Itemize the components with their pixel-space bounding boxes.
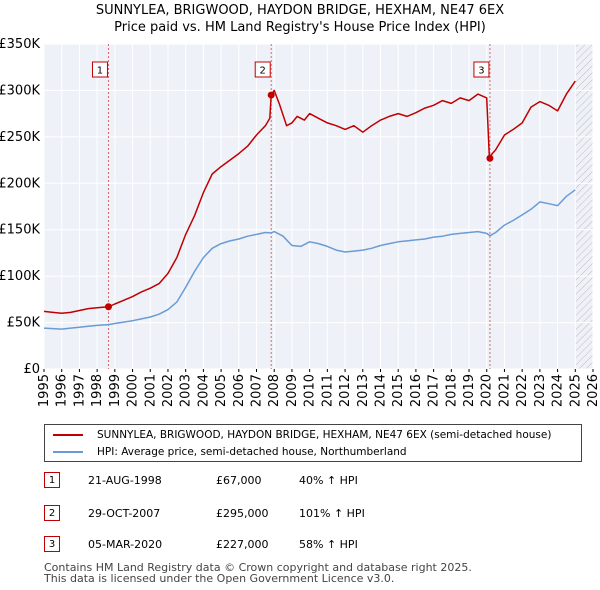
x-tick-label: 2000 xyxy=(126,374,141,407)
sale-markers: 1 2 3 xyxy=(91,61,494,311)
x-tick-label: 2021 xyxy=(497,374,512,407)
forecast-region xyxy=(575,44,593,369)
grid-lines xyxy=(43,43,594,370)
footer-copyright: Contains HM Land Registry data © Crown c… xyxy=(44,561,472,574)
x-tick-label: 2007 xyxy=(250,374,265,407)
x-tick-label: 2002 xyxy=(161,374,176,407)
x-tick-label: 1998 xyxy=(90,374,105,407)
x-tick-label: 2019 xyxy=(462,374,477,407)
y-tick-label: £200K xyxy=(0,176,40,191)
legend-label-hpi: HPI: Average price, semi-detached house,… xyxy=(97,446,407,458)
sale-date: 21-AUG-1998 xyxy=(88,474,162,487)
sale-label-box xyxy=(473,61,490,78)
sale-hpi-change: 101% ↑ HPI xyxy=(299,507,365,520)
y-tick-label: £150K xyxy=(0,223,40,238)
sale-hpi-change: 58% ↑ HPI xyxy=(299,538,358,551)
footer-license: This data is licensed under the Open Gov… xyxy=(44,572,395,585)
x-tick-label: 2018 xyxy=(444,374,459,407)
sale-label-number: 2 xyxy=(260,66,266,77)
sale-price: £67,000 xyxy=(216,474,262,487)
sale-label-box xyxy=(91,61,108,78)
sale-number-badge: 3 xyxy=(44,536,60,552)
y-tick-label: £250K xyxy=(0,130,40,145)
x-tick-label: 2025 xyxy=(568,374,583,407)
y-tick-label: £0 xyxy=(23,362,40,377)
legend: SUNNYLEA, BRIGWOOD, HAYDON BRIDGE, HEXHA… xyxy=(44,424,582,462)
x-tick-label: 2024 xyxy=(551,374,566,407)
sale-price: £295,000 xyxy=(216,507,269,520)
sale-point xyxy=(267,91,275,99)
legend-swatch-hpi xyxy=(53,451,83,453)
footer: Contains HM Land Registry data © Crown c… xyxy=(44,562,472,584)
x-tick-label: 2020 xyxy=(480,374,495,407)
x-tick-label: 2023 xyxy=(533,374,548,407)
sale-point xyxy=(104,303,112,311)
y-tick-label: £350K xyxy=(0,37,40,52)
sale-hpi-change: 40% ↑ HPI xyxy=(299,474,358,487)
legend-swatch-property xyxy=(53,434,83,436)
y-tick-label: £50K xyxy=(7,316,41,331)
x-tick-label: 2026 xyxy=(586,374,600,407)
y-tick-label: £100K xyxy=(0,269,40,284)
x-tick-label: 2004 xyxy=(196,374,211,407)
chart: SUNNYLEA, BRIGWOOD, HAYDON BRIDGE, HEXHA… xyxy=(0,3,600,407)
x-tick-label: 2017 xyxy=(427,374,442,407)
x-tick-label: 2009 xyxy=(285,374,300,407)
x-tick-label: 1999 xyxy=(108,374,123,407)
sale-label-number: 3 xyxy=(478,66,484,77)
sale-row: 2 29-OCT-2007 £295,000 101% ↑ HPI xyxy=(44,505,404,523)
sale-date: 29-OCT-2007 xyxy=(88,507,161,520)
legend-label-property: SUNNYLEA, BRIGWOOD, HAYDON BRIDGE, HEXHA… xyxy=(97,429,552,441)
x-tick-label: 2003 xyxy=(179,374,194,407)
x-tick-label: 2013 xyxy=(356,374,371,407)
x-tick-label: 2001 xyxy=(143,374,158,407)
chart-title: SUNNYLEA, BRIGWOOD, HAYDON BRIDGE, HEXHA… xyxy=(96,3,504,18)
plot-area xyxy=(44,44,593,369)
x-axis-ticks: 1995 1996 1997 1998 1999 2000 2001 2002 2003 2004… xyxy=(37,369,600,407)
x-tick-label: 2011 xyxy=(320,374,335,407)
y-tick-label: £300K xyxy=(0,83,40,98)
x-tick-label: 2016 xyxy=(409,374,424,407)
x-tick-label: 2006 xyxy=(232,374,247,407)
sale-price: £227,000 xyxy=(216,538,269,551)
x-tick-label: 1995 xyxy=(37,374,52,407)
x-tick-label: 2022 xyxy=(515,374,530,407)
sale-row: 1 21-AUG-1998 £67,000 40% ↑ HPI xyxy=(44,472,404,490)
x-tick-label: 2008 xyxy=(267,374,282,407)
x-tick-label: 2012 xyxy=(338,374,353,407)
x-tick-label: 2014 xyxy=(373,374,388,407)
x-tick-label: 2015 xyxy=(391,374,406,407)
sale-label-box xyxy=(254,61,271,78)
x-tick-label: 1997 xyxy=(72,374,87,407)
sale-row: 3 05-MAR-2020 £227,000 58% ↑ HPI xyxy=(44,536,404,554)
x-tick-label: 1996 xyxy=(55,374,70,407)
x-tick-label: 2005 xyxy=(214,374,229,407)
sale-date: 05-MAR-2020 xyxy=(88,538,163,551)
y-axis-ticks: £0 £50K £100K £150K £200K £250K £300K £350K xyxy=(0,37,40,377)
series-line-hpi xyxy=(43,189,576,330)
sale-number-badge: 2 xyxy=(44,505,60,521)
sale-number-badge: 1 xyxy=(44,472,60,488)
legend-item-property: SUNNYLEA, BRIGWOOD, HAYDON BRIDGE, HEXHA… xyxy=(53,427,551,443)
chart-subtitle: Price paid vs. HM Land Registry's House … xyxy=(114,20,486,35)
sale-label-number: 1 xyxy=(97,66,103,77)
legend-item-hpi: HPI: Average price, semi-detached house,… xyxy=(53,444,407,460)
x-tick-label: 2010 xyxy=(303,374,318,407)
sale-point xyxy=(486,154,494,162)
